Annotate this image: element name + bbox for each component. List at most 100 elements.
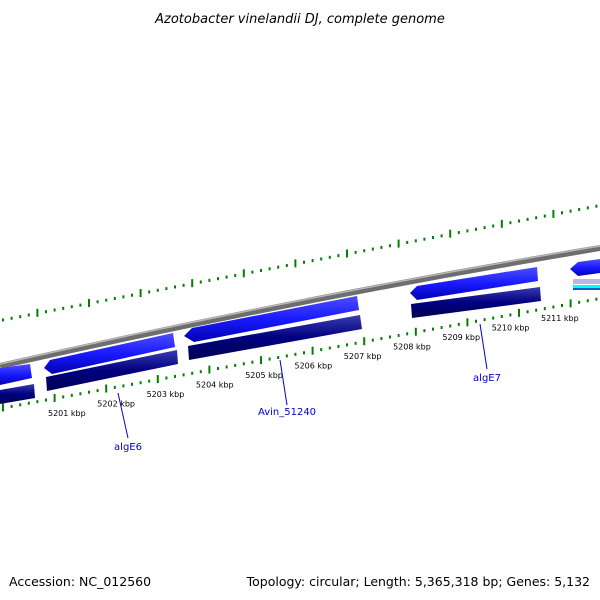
upper-tick <box>303 260 305 264</box>
lower-tick <box>509 313 512 317</box>
lower-tick <box>561 303 563 307</box>
lower-tick <box>397 333 400 337</box>
upper-tick <box>122 295 125 299</box>
reverse-strand-genes <box>0 287 541 404</box>
upper-tick <box>346 249 348 258</box>
upper-tick <box>337 254 340 258</box>
upper-tick <box>268 267 271 271</box>
upper-tick <box>10 316 13 320</box>
gene-accent-cyan[interactable] <box>573 285 600 288</box>
lower-tick <box>2 403 4 412</box>
kbp-label: 5211 kbp <box>541 314 579 323</box>
gene-forward-4[interactable] <box>410 267 538 300</box>
lower-tick <box>96 389 99 393</box>
upper-tick <box>406 240 409 244</box>
upper-tick <box>320 257 323 261</box>
upper-tick <box>96 300 99 304</box>
upper-tick <box>88 298 90 307</box>
upper-tick <box>234 273 237 277</box>
upper-tick <box>475 227 477 231</box>
gene-forward-1[interactable] <box>0 364 32 385</box>
lower-tick <box>156 375 159 384</box>
gene-reverse-3[interactable] <box>188 315 362 360</box>
upper-tick <box>371 247 374 251</box>
upper-tick <box>492 224 495 228</box>
lower-tick <box>406 332 409 336</box>
upper-tick <box>131 293 133 297</box>
gene-forward-5[interactable] <box>570 259 600 276</box>
lower-tick <box>19 403 22 407</box>
kbp-label: 5207 kbp <box>344 352 382 361</box>
lower-tick <box>53 393 56 402</box>
kbp-label: 5202 kbp <box>97 400 135 409</box>
kbp-scale-labels: 5201 kbp 5202 kbp 5203 kbp 5204 kbp 5205 kbp… <box>48 314 579 418</box>
lower-tick <box>518 308 520 317</box>
upper-tick <box>500 219 503 228</box>
lower-tick <box>449 324 452 328</box>
upper-tick <box>105 298 108 302</box>
upper-tick <box>225 275 228 279</box>
upper-tick <box>199 280 202 284</box>
gene-reverse-1[interactable] <box>0 384 35 404</box>
upper-tick <box>389 244 391 248</box>
kbp-label: 5210 kbp <box>492 324 530 333</box>
lower-tick <box>535 308 538 312</box>
gene-reverse-2[interactable] <box>46 350 178 391</box>
lower-tick <box>475 319 477 323</box>
callout-line-algE6 <box>117 392 129 439</box>
gene-label-algE7[interactable]: algE7 <box>473 373 501 384</box>
upper-tick <box>397 239 400 248</box>
lower-tick <box>569 299 572 308</box>
upper-tick <box>19 315 22 319</box>
lower-tick <box>354 341 357 345</box>
upper-tick <box>449 229 452 238</box>
gene-label-algE6[interactable]: algE6 <box>114 442 142 453</box>
upper-tick <box>113 296 116 300</box>
upper-tick <box>518 219 520 223</box>
lower-tick <box>578 300 581 304</box>
lower-tick <box>139 381 142 385</box>
upper-tick <box>440 234 443 238</box>
upper-tick <box>156 288 159 292</box>
lower-tick <box>208 365 211 374</box>
upper-tick <box>569 209 572 213</box>
upper-tick <box>217 277 219 281</box>
upper-tick <box>148 290 151 294</box>
lower-tick <box>234 363 237 367</box>
upper-tick <box>578 207 581 211</box>
lower-tick <box>380 337 383 341</box>
kbp-label: 5206 kbp <box>295 362 333 371</box>
lower-tick <box>595 297 598 301</box>
lower-tick <box>500 315 503 319</box>
lower-tick <box>268 357 271 361</box>
upper-tick <box>526 217 529 221</box>
lower-tick <box>363 337 366 346</box>
lower-tick <box>45 398 47 402</box>
kbp-label: 5204 kbp <box>196 381 234 390</box>
gene-label-Avin_51240[interactable]: Avin_51240 <box>258 407 316 418</box>
upper-tick <box>36 308 39 317</box>
upper-tick <box>191 279 194 288</box>
lower-tick <box>36 400 39 404</box>
lower-tick <box>131 382 133 386</box>
lower-tick <box>105 384 108 393</box>
upper-tick <box>27 313 30 317</box>
lower-tick <box>285 354 288 358</box>
upper-tick <box>79 303 82 307</box>
gene-reverse-4[interactable] <box>411 287 541 318</box>
gene-accent-gray[interactable] <box>573 279 600 284</box>
upper-tick <box>595 204 598 208</box>
lower-tick <box>217 367 219 371</box>
upper-tick <box>483 226 486 230</box>
gene-forward-2[interactable] <box>44 333 175 374</box>
upper-tick <box>466 229 469 233</box>
lower-tick <box>174 374 176 378</box>
upper-tick <box>552 209 555 218</box>
lower-tick <box>311 346 314 355</box>
callout-line-Avin_51240 <box>279 359 288 406</box>
upper-tick <box>62 306 65 310</box>
upper-tick <box>45 310 47 314</box>
lower-tick <box>113 385 116 389</box>
gene-accent-blue[interactable] <box>573 288 600 290</box>
gene-forward-3[interactable] <box>184 296 359 342</box>
